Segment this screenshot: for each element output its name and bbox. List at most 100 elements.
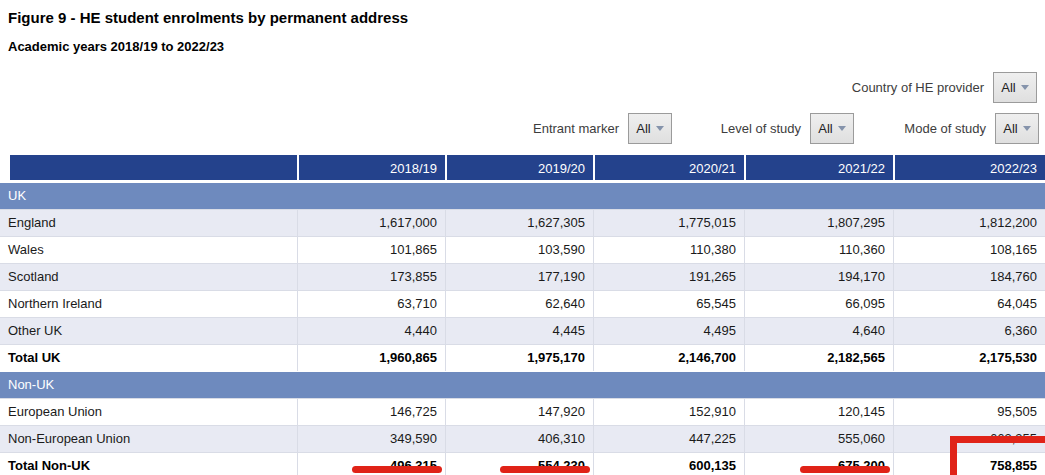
data-cell: 1,812,200: [893, 209, 1045, 236]
data-cell: 758,855: [893, 452, 1045, 475]
table-corner-cell: [0, 155, 297, 182]
data-cell: 349,590: [297, 425, 445, 452]
filter-mode-label: Mode of study: [904, 121, 986, 136]
data-cell: 4,440: [297, 317, 445, 344]
data-cell: 63,710: [297, 290, 445, 317]
data-cell: 108,165: [893, 236, 1045, 263]
row-label: Total UK: [0, 344, 297, 371]
filter-country-label: Country of HE provider: [852, 80, 984, 95]
data-cell: 1,975,170: [445, 344, 593, 371]
data-cell: 62,640: [445, 290, 593, 317]
data-cell: 64,045: [893, 290, 1045, 317]
red-underline-annotation: [352, 466, 442, 473]
entrant-marker-dropdown[interactable]: All: [628, 113, 672, 144]
row-label: Scotland: [0, 263, 297, 290]
data-cell: 675,200: [744, 452, 893, 475]
year-column-header: 2021/22: [744, 155, 893, 182]
row-label: Other UK: [0, 317, 297, 344]
year-column-header: 2022/23: [893, 155, 1045, 182]
data-cell: 406,310: [445, 425, 593, 452]
table-row: European Union146,725147,920152,910120,1…: [0, 398, 1045, 425]
data-cell: 1,627,305: [445, 209, 593, 236]
data-cell: 101,865: [297, 236, 445, 263]
country-of-he-provider-dropdown[interactable]: All: [993, 72, 1037, 103]
row-label: Total Non-UK: [0, 452, 297, 475]
data-cell: 2,182,565: [744, 344, 893, 371]
page-title: Figure 9 - HE student enrolments by perm…: [8, 9, 408, 26]
data-cell: 147,920: [445, 398, 593, 425]
row-label: Wales: [0, 236, 297, 263]
data-cell: 65,545: [593, 290, 744, 317]
data-cell: 95,505: [893, 398, 1045, 425]
data-cell: 152,910: [593, 398, 744, 425]
data-cell: 194,170: [744, 263, 893, 290]
filter-level-of-study: Level of study All: [721, 113, 854, 143]
filter-mode-of-study: Mode of study All: [904, 113, 1039, 143]
filter-entrant-marker: Entrant marker All: [533, 113, 672, 143]
section-header-label: UK: [0, 182, 1045, 209]
row-label: England: [0, 209, 297, 236]
country-dropdown-value: All: [1001, 80, 1015, 95]
data-cell: 110,360: [744, 236, 893, 263]
data-cell: 4,640: [744, 317, 893, 344]
red-underline-annotation: [800, 466, 890, 473]
data-cell: 4,495: [593, 317, 744, 344]
row-label: Non-European Union: [0, 425, 297, 452]
mode-dropdown-value: All: [1003, 121, 1017, 136]
red-underline-annotation: [500, 466, 590, 473]
filter-entrant-label: Entrant marker: [533, 121, 619, 136]
table-row: Northern Ireland63,71062,64065,54566,095…: [0, 290, 1045, 317]
data-cell: 1,960,865: [297, 344, 445, 371]
data-cell: 4,445: [445, 317, 593, 344]
data-cell: 1,775,015: [593, 209, 744, 236]
section-header-row: Non-UK: [0, 371, 1045, 398]
data-cell: 600,135: [593, 452, 744, 475]
table-row: Wales101,865103,590110,380110,360108,165: [0, 236, 1045, 263]
filter-level-label: Level of study: [721, 121, 801, 136]
table-header: 2018/192019/202020/212021/222022/23: [0, 155, 1045, 182]
data-cell: 146,725: [297, 398, 445, 425]
enrolments-table: 2018/192019/202020/212021/222022/23 UKEn…: [0, 155, 1045, 475]
data-cell: 6,360: [893, 317, 1045, 344]
table-row: England1,617,0001,627,3051,775,0151,807,…: [0, 209, 1045, 236]
data-cell: 66,095: [744, 290, 893, 317]
data-cell: 1,617,000: [297, 209, 445, 236]
chevron-down-icon: [1023, 126, 1031, 131]
section-header-label: Non-UK: [0, 371, 1045, 398]
data-cell: 554,230: [445, 452, 593, 475]
data-cell: 173,855: [297, 263, 445, 290]
year-column-header: 2019/20: [445, 155, 593, 182]
table-row: Total UK1,960,8651,975,1702,146,7002,182…: [0, 344, 1045, 371]
level-of-study-dropdown[interactable]: All: [810, 113, 854, 144]
table-row: Total Non-UK496,315554,230600,135675,200…: [0, 452, 1045, 475]
year-column-header: 2018/19: [297, 155, 445, 182]
section-header-row: UK: [0, 182, 1045, 209]
level-dropdown-value: All: [818, 121, 832, 136]
row-label: Northern Ireland: [0, 290, 297, 317]
data-cell: 2,175,530: [893, 344, 1045, 371]
data-cell: 447,225: [593, 425, 744, 452]
year-column-header: 2020/21: [593, 155, 744, 182]
data-cell: 555,060: [744, 425, 893, 452]
mode-of-study-dropdown[interactable]: All: [995, 113, 1039, 144]
table-row: Other UK4,4404,4454,4954,6406,360: [0, 317, 1045, 344]
entrant-dropdown-value: All: [636, 121, 650, 136]
row-label: European Union: [0, 398, 297, 425]
data-cell: 103,590: [445, 236, 593, 263]
data-cell: 184,760: [893, 263, 1045, 290]
data-cell: 120,145: [744, 398, 893, 425]
data-cell: 496,315: [297, 452, 445, 475]
filter-country-of-he-provider: Country of HE provider All: [852, 72, 1037, 102]
chevron-down-icon: [656, 126, 664, 131]
table-row: Non-European Union349,590406,310447,2255…: [0, 425, 1045, 452]
data-cell: 191,265: [593, 263, 744, 290]
data-cell: 177,190: [445, 263, 593, 290]
table-body: UKEngland1,617,0001,627,3051,775,0151,80…: [0, 182, 1045, 475]
page-subtitle: Academic years 2018/19 to 2022/23: [8, 39, 224, 54]
table-row: Scotland173,855177,190191,265194,170184,…: [0, 263, 1045, 290]
chevron-down-icon: [1021, 85, 1029, 90]
chevron-down-icon: [838, 126, 846, 131]
data-cell: 2,146,700: [593, 344, 744, 371]
red-box-annotation: [950, 436, 1045, 475]
data-cell: 110,380: [593, 236, 744, 263]
